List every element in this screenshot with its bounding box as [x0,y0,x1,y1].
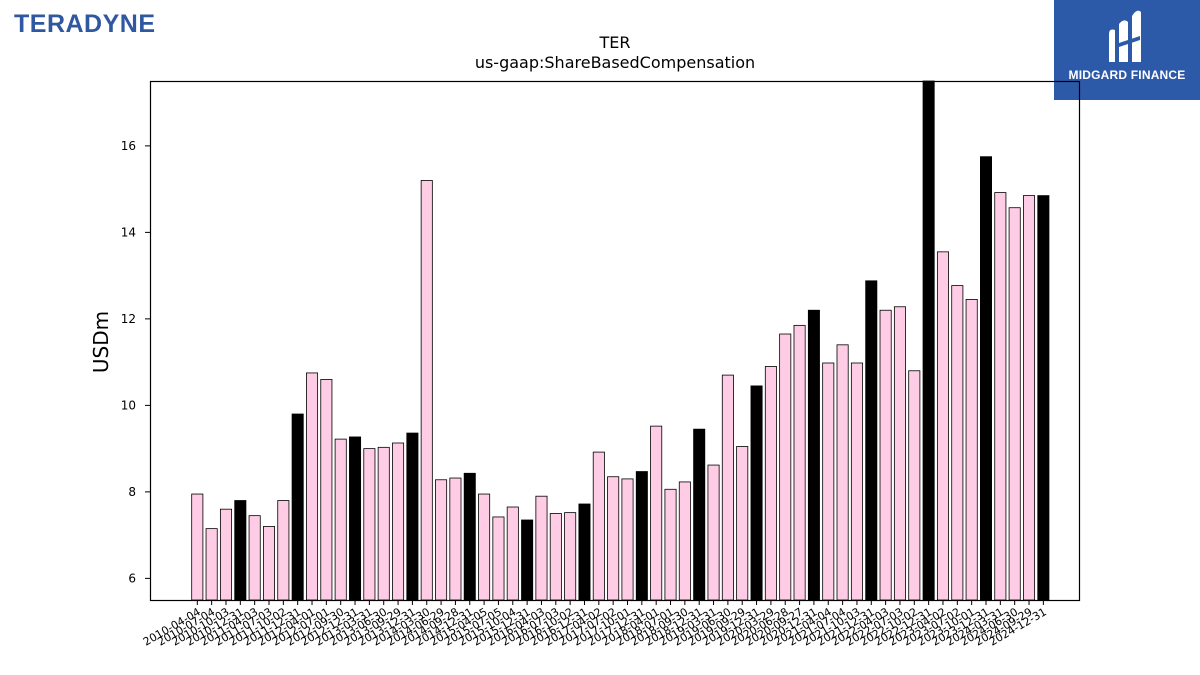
bar [191,493,204,601]
bar [793,324,806,601]
bar [807,309,820,601]
bar [607,476,620,601]
bar [936,251,949,601]
bar [334,438,347,601]
bar [578,503,591,601]
chart-title: TER [599,33,631,52]
y-tick-label: 6 [128,571,136,585]
bar [463,472,476,601]
bar [994,192,1007,601]
midgard-brand-icon [1109,10,1141,63]
bar [908,370,921,601]
teradyne-logo: TERADYNE [14,10,156,38]
y-tick-label: 16 [121,139,136,153]
bar [478,493,491,601]
bar [291,413,304,601]
bar [951,285,964,601]
bar [764,366,777,601]
bar [922,80,935,601]
bar [650,425,663,601]
y-tick-label: 8 [128,485,136,499]
y-axis-label: USDm [89,311,113,373]
bar [621,478,634,601]
bar [306,372,319,601]
bar [822,362,835,601]
bar [980,156,993,601]
bar [234,500,247,601]
bar [664,488,677,601]
bar [535,495,548,601]
bar [392,442,405,601]
bar [205,528,218,601]
bar [750,385,763,601]
bar [592,451,605,601]
bar [377,446,390,601]
bar [449,477,462,601]
y-tick-label: 14 [121,225,136,239]
bar [836,344,849,601]
bar [492,516,505,601]
brand-label: MIDGARD FINANCE [1068,68,1186,82]
bar [635,471,648,601]
plot-frame [149,80,1081,602]
bar [850,362,863,601]
bar [1008,207,1021,601]
bar [277,500,290,601]
y-tick-label: 12 [121,312,136,326]
bar [349,436,362,601]
bar [320,379,333,601]
y-axis: 6 8 10 12 14 16 [121,139,150,585]
bar [893,306,906,601]
bar [262,526,275,601]
bar [406,432,419,601]
midgard-finance-badge: MIDGARD FINANCE [1054,0,1200,100]
bar [721,374,734,601]
bar [1037,195,1050,601]
bar [363,448,376,601]
bar [248,515,261,601]
bar [779,333,792,601]
x-axis: 2010-04-042010-07-042010-10-032010-12-31… [141,600,1049,649]
bar [564,512,577,601]
bar [736,446,749,601]
bar [865,280,878,601]
chart-subtitle: us-gaap:ShareBasedCompensation [475,53,755,72]
bar [965,299,978,601]
bar [693,428,706,601]
bar [420,180,433,601]
y-tick-label: 10 [121,398,136,412]
bar [435,479,448,601]
bar [506,506,519,601]
bar [879,309,892,601]
bar [549,513,562,601]
bar [1023,195,1036,601]
bar [521,519,534,601]
bar [707,464,720,601]
bar [678,481,691,601]
bar [219,508,232,601]
bar-series [191,80,1050,601]
